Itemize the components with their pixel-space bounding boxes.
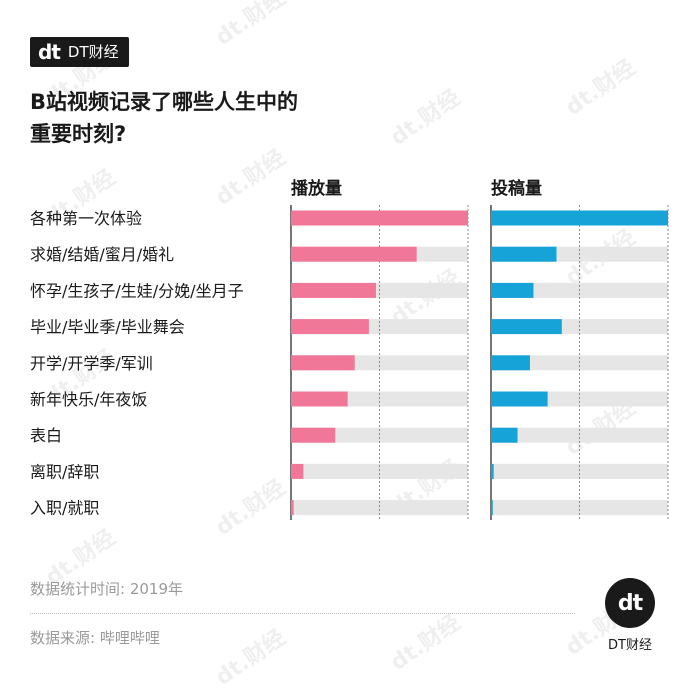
bar-views xyxy=(291,355,355,371)
category-label: 怀孕/生孩子/生娃/分娩/坐月子 xyxy=(30,281,244,300)
bar-uploads xyxy=(491,210,668,226)
bar-track xyxy=(491,427,668,443)
bar-views xyxy=(291,246,417,262)
corner-logo-name: DT财经 xyxy=(608,638,652,653)
bar-chart: 各种第一次体验求婚/结婚/蜜月/婚礼怀孕/生孩子/生娃/分娩/坐月子毕业/毕业季… xyxy=(30,178,669,520)
category-label: 新年快乐/年夜饭 xyxy=(30,390,147,409)
stat-time-note: 数据统计时间: 2019年 xyxy=(30,580,183,598)
brand-name: DT财经 xyxy=(67,43,119,61)
category-label: 求婚/结婚/蜜月/婚礼 xyxy=(30,245,174,264)
category-label: 开学/开学季/军训 xyxy=(30,354,153,373)
brand-logo: dt DT财经 xyxy=(30,37,129,67)
bar-views xyxy=(291,463,304,479)
bar-views xyxy=(291,427,336,443)
bar-uploads xyxy=(491,246,557,262)
category-label: 入职/就职 xyxy=(30,499,99,518)
bar-track xyxy=(491,500,668,516)
category-label: 各种第一次体验 xyxy=(30,209,142,228)
category-label: 毕业/毕业季/毕业舞会 xyxy=(30,318,185,337)
corner-logo-mark: dt xyxy=(605,578,655,628)
bar-uploads xyxy=(491,391,548,407)
category-label: 表白 xyxy=(30,426,62,445)
chart-title-line-2: 重要时刻? xyxy=(30,122,127,146)
footer-divider xyxy=(30,613,575,614)
bar-views xyxy=(291,210,468,226)
series-header: 投稿量 xyxy=(491,178,542,199)
bar-views xyxy=(291,391,348,407)
bar-uploads xyxy=(491,319,562,335)
watermark: dt.财经 xyxy=(386,610,466,676)
bar-track xyxy=(291,500,468,516)
corner-logo: dt DT财经 xyxy=(600,578,660,653)
bar-uploads xyxy=(491,463,494,479)
chart-title-line-1: B站视频记录了哪些人生中的 xyxy=(30,90,299,114)
bar-uploads xyxy=(491,427,518,443)
bar-views xyxy=(291,500,294,516)
bar-views xyxy=(291,319,369,335)
category-label: 离职/辞职 xyxy=(30,462,99,481)
bar-track xyxy=(491,463,668,479)
series-header: 播放量 xyxy=(291,178,342,199)
bar-uploads xyxy=(491,355,530,371)
bar-uploads xyxy=(491,500,493,516)
bar-track xyxy=(291,463,468,479)
watermark: dt.财经 xyxy=(211,625,291,691)
source-note: 数据来源: 哔哩哔哩 xyxy=(30,629,160,647)
bar-uploads xyxy=(491,282,534,298)
bar-views xyxy=(291,282,376,298)
chart-title: B站视频记录了哪些人生中的 重要时刻? xyxy=(30,86,450,150)
brand-mark: dt xyxy=(38,40,61,64)
